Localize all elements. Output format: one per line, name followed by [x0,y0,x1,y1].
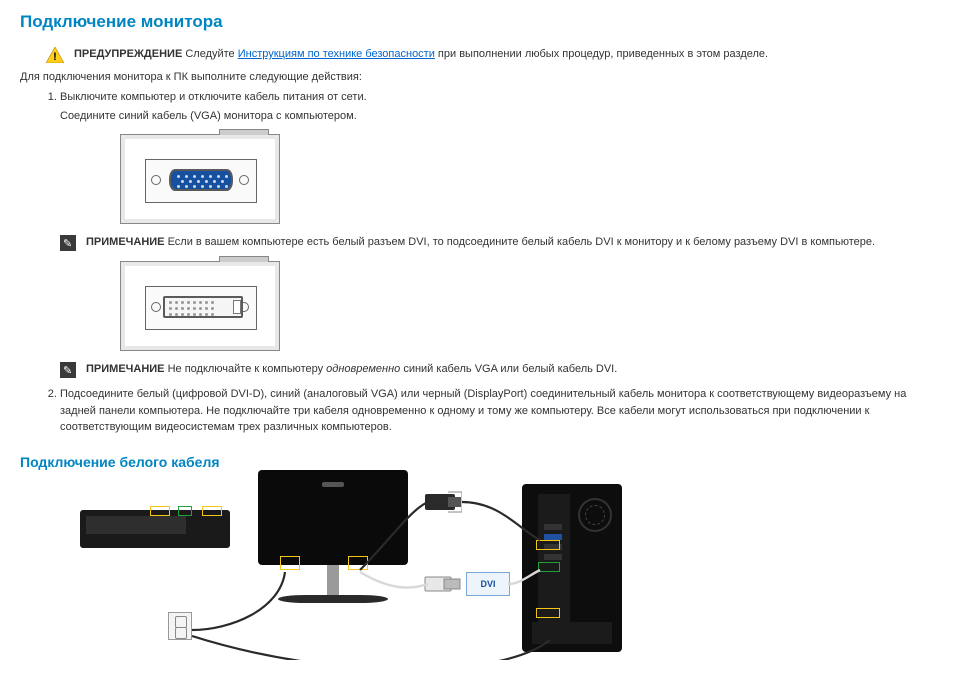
dvi-connector-figure [120,261,934,351]
vga-connector-figure [120,134,934,224]
note-icon [60,362,76,378]
step-2: Подсоедините белый (цифровой DVI-D), син… [60,386,934,436]
warning-before-link: Следуйте [182,48,237,60]
step-1: Выключите компьютер и отключите кабель п… [60,89,934,378]
note-1-body: Если в вашем компьютере есть белый разъе… [165,236,876,248]
note-2-em: одновременно [326,363,400,375]
warning-after-link: при выполнении любых процедур, приведенн… [435,48,768,60]
warning-icon: ! [46,47,64,63]
page-title: Подключение монитора [20,12,934,32]
cable-paths [80,480,700,660]
warning-label: ПРЕДУПРЕЖДЕНИЕ [74,48,182,60]
note-2-label: ПРИМЕЧАНИЕ [86,363,165,375]
connection-diagram: DVI [80,480,700,660]
note-2-after-em: синий кабель VGA или белый кабель DVI. [400,363,617,375]
steps-list: Выключите компьютер и отключите кабель п… [60,89,934,436]
note-2-before-em: Не подключайте к компьютеру [165,363,327,375]
note-1-label: ПРИМЕЧАНИЕ [86,236,165,248]
note-2-text: ПРИМЕЧАНИЕ Не подключайте к компьютеру о… [86,361,934,378]
warning-block: ! ПРЕДУПРЕЖДЕНИЕ Следуйте Инструкциям по… [46,46,934,63]
warning-text: ПРЕДУПРЕЖДЕНИЕ Следуйте Инструкциям по т… [74,46,934,63]
note-1-text: ПРИМЕЧАНИЕ Если в вашем компьютере есть … [86,234,934,251]
step-1-line-2: Соедините синий кабель (VGA) монитора с … [60,108,934,125]
svg-text:!: ! [53,51,57,63]
step-2-text: Подсоедините белый (цифровой DVI-D), син… [60,388,906,433]
intro-text: Для подключения монитора к ПК выполните … [20,71,934,83]
note-icon [60,235,76,251]
step-1-line-1: Выключите компьютер и отключите кабель п… [60,91,367,103]
white-cable-heading: Подключение белого кабеля [20,454,934,470]
dvi-port-illustration [120,261,280,351]
safety-instructions-link[interactable]: Инструкциям по технике безопасности [238,48,435,60]
vga-port-illustration [120,134,280,224]
